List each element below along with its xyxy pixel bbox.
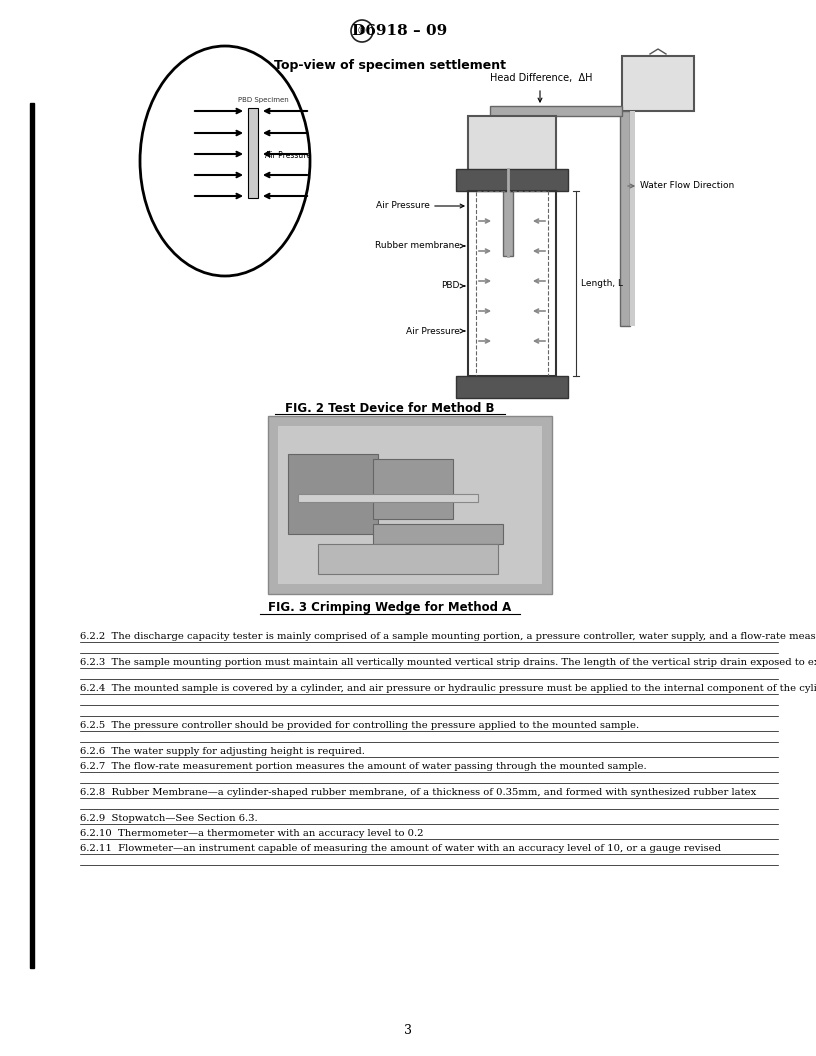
Text: Head Difference,  ΔH: Head Difference, ΔH	[490, 73, 592, 83]
Text: Rubber membrane: Rubber membrane	[375, 242, 460, 250]
Bar	[503, 176, 513, 256]
Bar	[468, 116, 556, 176]
Bar	[468, 191, 556, 376]
Text: Water Flow Direction: Water Flow Direction	[640, 182, 734, 190]
Bar	[248, 108, 258, 199]
Bar	[298, 494, 478, 502]
Text: 6.2.3  The sample mounting portion must maintain all vertically mounted vertical: 6.2.3 The sample mounting portion must m…	[80, 658, 816, 667]
Text: FIG. 3 Crimping Wedge for Method A: FIG. 3 Crimping Wedge for Method A	[268, 602, 512, 615]
Bar	[373, 524, 503, 544]
Text: 6.2.5  The pressure controller should be provided for controlling the pressure a: 6.2.5 The pressure controller should be …	[80, 721, 639, 730]
Text: Air Pressure: Air Pressure	[265, 151, 311, 161]
Bar	[373, 459, 453, 518]
Bar	[630, 111, 635, 326]
Text: Air Pressure: Air Pressure	[406, 326, 460, 336]
Text: 6.2.6  The water supply for adjusting height is required.: 6.2.6 The water supply for adjusting hei…	[80, 747, 365, 756]
Text: 6.2.11  Flowmeter—an instrument capable of measuring the amount of water with an: 6.2.11 Flowmeter—an instrument capable o…	[80, 844, 721, 853]
Text: 6.2.9  Stopwatch—See Section 6.3.: 6.2.9 Stopwatch—See Section 6.3.	[80, 814, 258, 823]
Bar	[456, 376, 568, 398]
Bar	[620, 111, 630, 326]
Bar	[288, 454, 378, 534]
Text: 6.2.2  The discharge capacity tester is mainly comprised of a sample mounting po: 6.2.2 The discharge capacity tester is m…	[80, 631, 816, 641]
Text: PBD Specimen: PBD Specimen	[237, 97, 288, 103]
Text: 6.2.4  The mounted sample is covered by a cylinder, and air pressure or hydrauli: 6.2.4 The mounted sample is covered by a…	[80, 684, 816, 693]
Bar	[476, 191, 548, 376]
Text: 6.2.10  Thermometer—a thermometer with an accuracy level to 0.2: 6.2.10 Thermometer—a thermometer with an…	[80, 829, 424, 838]
Bar	[456, 169, 568, 191]
Text: 6.2.7  The flow-rate measurement portion measures the amount of water passing th: 6.2.7 The flow-rate measurement portion …	[80, 762, 646, 771]
Text: Top-view of specimen settlement: Top-view of specimen settlement	[274, 59, 506, 73]
Text: ®: ®	[357, 26, 367, 36]
Bar	[318, 544, 498, 574]
Text: 6.2.8  Rubber Membrane—a cylinder-shaped rubber membrane, of a thickness of 0.35: 6.2.8 Rubber Membrane—a cylinder-shaped …	[80, 788, 756, 797]
Text: Length, L: Length, L	[581, 279, 623, 288]
Text: Air Pressure: Air Pressure	[376, 202, 430, 210]
Text: 3: 3	[404, 1024, 412, 1037]
Bar	[490, 106, 622, 116]
Bar	[278, 426, 542, 584]
Bar	[622, 56, 694, 111]
Text: D6918 – 09: D6918 – 09	[353, 24, 448, 38]
Bar	[268, 416, 552, 593]
Text: FIG. 2 Test Device for Method B: FIG. 2 Test Device for Method B	[286, 401, 494, 415]
Text: PBD: PBD	[441, 282, 460, 290]
Bar	[30, 103, 34, 968]
